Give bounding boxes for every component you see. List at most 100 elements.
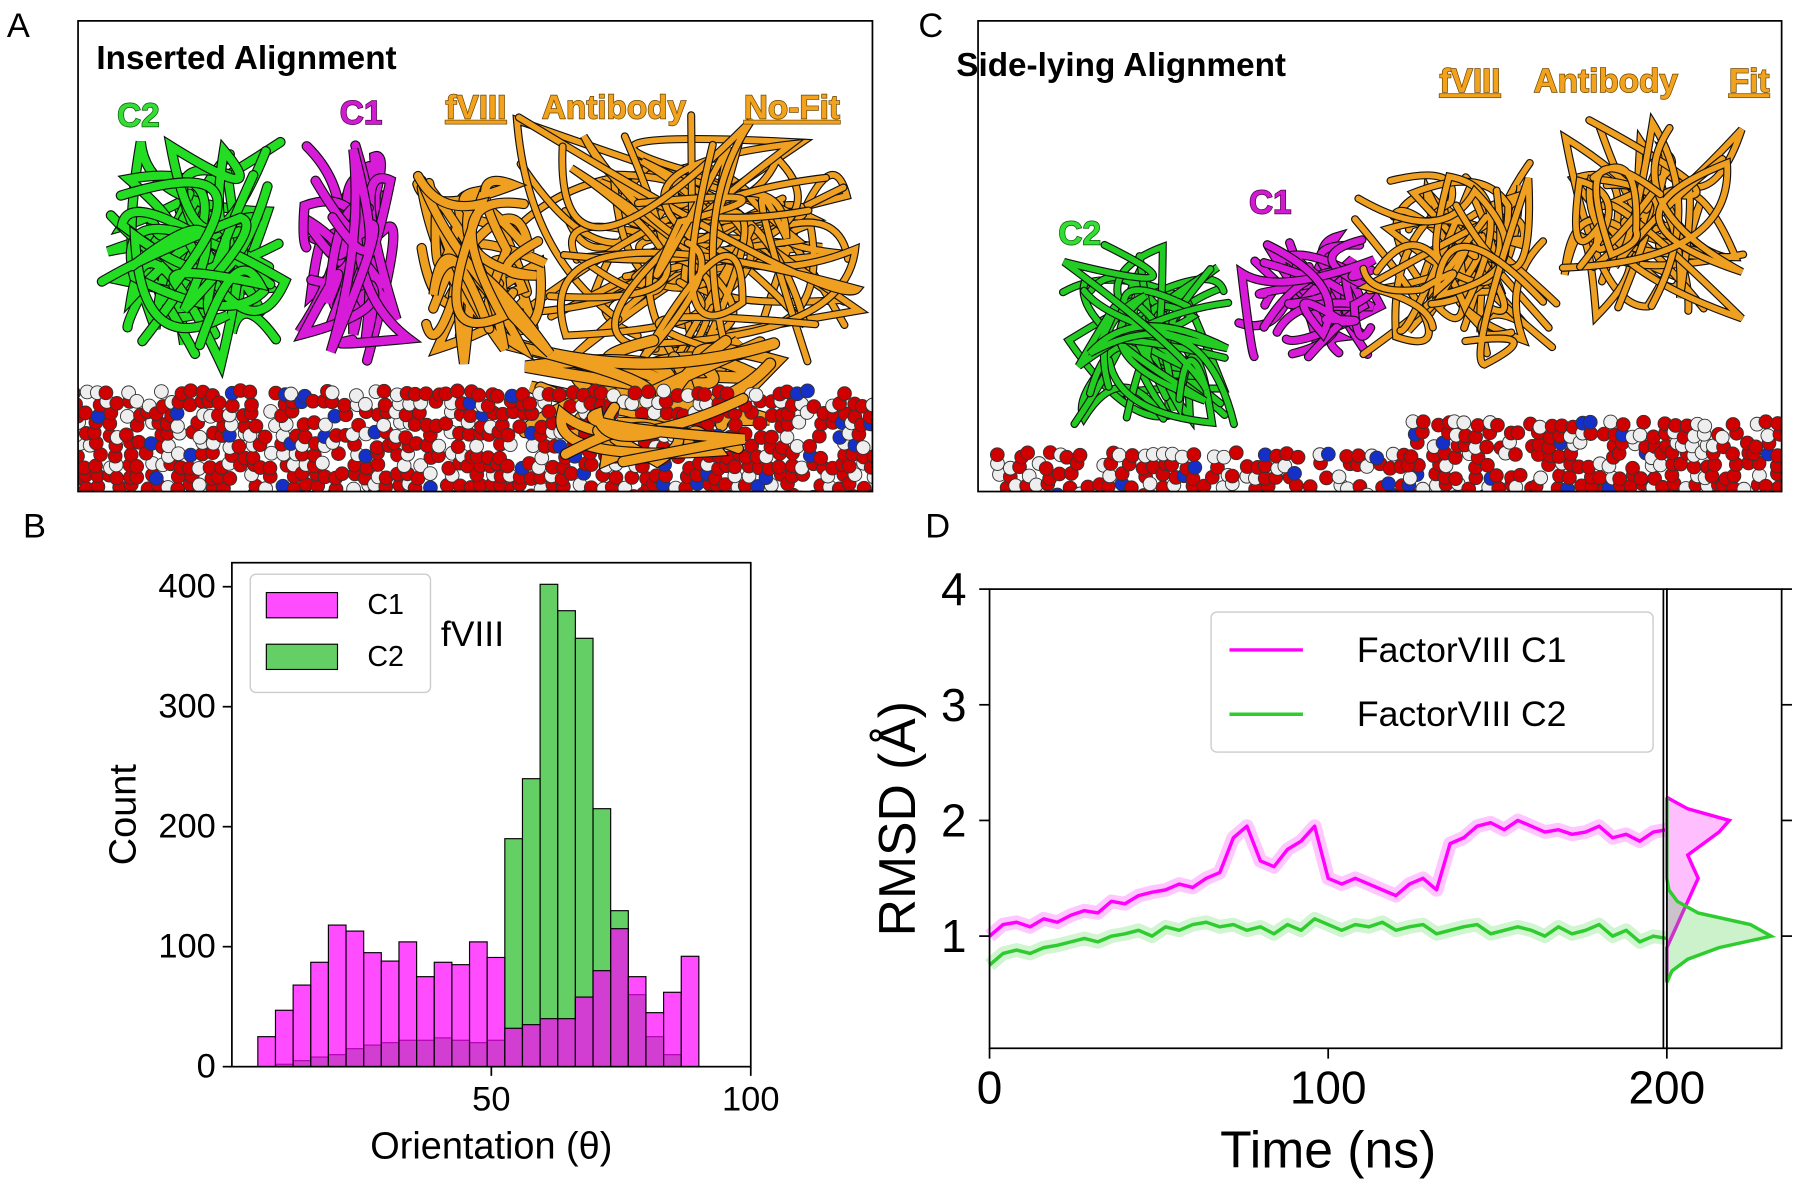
atom	[406, 491, 410, 492]
atom	[1530, 492, 1544, 506]
atom	[1036, 490, 1045, 492]
atom	[1320, 446, 1336, 462]
legend-label: FactorVIII C1	[1357, 630, 1567, 670]
atom	[1050, 487, 1064, 492]
antibody-label: Antibody	[542, 89, 687, 126]
atom	[1480, 457, 1495, 473]
atom	[1697, 418, 1713, 434]
atom	[813, 450, 829, 466]
atom	[1646, 429, 1661, 445]
atom	[224, 398, 240, 414]
atom	[315, 491, 319, 492]
atom	[1771, 480, 1782, 492]
atom	[1512, 467, 1528, 483]
hist-bar	[468, 941, 488, 1068]
atom	[1352, 479, 1368, 492]
atom	[129, 491, 133, 492]
atom	[697, 387, 712, 402]
atom	[1187, 460, 1203, 475]
atom	[563, 466, 579, 481]
hist-bar	[345, 930, 365, 1068]
atom	[576, 490, 585, 492]
atom	[349, 388, 364, 403]
ribbon	[1263, 241, 1359, 341]
hist-bar	[539, 1018, 559, 1068]
atom	[855, 440, 871, 455]
panel-label: B	[23, 507, 46, 545]
atom	[1319, 470, 1334, 486]
atom	[1726, 491, 1732, 492]
atom	[1582, 414, 1598, 430]
plot-frame	[231, 561, 752, 1068]
atom	[242, 384, 258, 400]
ribbon	[414, 172, 528, 328]
atom	[806, 399, 822, 414]
atom	[1186, 447, 1202, 462]
atom	[118, 427, 134, 443]
atom	[423, 480, 438, 492]
atom	[1510, 425, 1526, 441]
atom	[771, 492, 785, 506]
atom	[593, 385, 609, 401]
atom	[324, 385, 340, 401]
atom	[1072, 447, 1088, 463]
atom	[800, 383, 815, 399]
atom	[748, 387, 764, 403]
antibody-label: fVIII	[445, 89, 506, 126]
hist-bar	[363, 952, 382, 1068]
ribbon	[1062, 242, 1210, 402]
atom	[170, 481, 186, 492]
y-tick-label: 300	[158, 688, 215, 726]
atom	[500, 458, 515, 474]
antibody-label: fVIII	[1440, 63, 1501, 100]
atom	[170, 418, 185, 434]
atom	[1378, 490, 1386, 492]
hist-bar	[663, 991, 682, 1068]
y-tick-label: 400	[158, 568, 215, 606]
atom	[410, 493, 424, 507]
atom	[1533, 470, 1548, 486]
domain-label: C1	[340, 95, 383, 132]
atom	[727, 459, 743, 475]
atom	[1082, 492, 1096, 506]
hist-bar	[521, 778, 541, 1068]
atom	[191, 477, 207, 492]
atom	[78, 448, 85, 464]
atom	[866, 449, 873, 464]
ribbon	[326, 148, 379, 354]
hist-bar	[310, 961, 329, 1068]
atom	[989, 447, 1005, 463]
atom	[231, 439, 247, 454]
atom	[1461, 481, 1477, 492]
hist-bar	[433, 961, 453, 1068]
atom	[376, 417, 391, 433]
atom	[808, 489, 819, 492]
hist-bar	[521, 1024, 541, 1068]
atom	[1562, 470, 1577, 486]
panel-title: Inserted Alignment	[96, 40, 396, 77]
atom	[1612, 471, 1627, 487]
atom	[1632, 427, 1648, 443]
hist-bar	[680, 955, 700, 1068]
atom	[369, 440, 385, 455]
atom	[1412, 490, 1421, 492]
atom	[363, 489, 373, 492]
atom	[862, 409, 873, 425]
atom	[431, 438, 447, 454]
line	[988, 818, 1668, 938]
atom	[1282, 491, 1288, 492]
atom	[432, 492, 446, 506]
x-axis-label: Orientation (θ)	[370, 1126, 612, 1168]
atom	[1020, 445, 1035, 461]
atom	[1290, 449, 1306, 465]
atom	[438, 416, 454, 431]
ribbon	[116, 178, 268, 350]
hist-bar	[292, 984, 312, 1068]
atom	[1209, 491, 1213, 492]
atom	[346, 481, 361, 492]
atom	[493, 492, 507, 506]
ribbon	[1559, 125, 1744, 275]
atom	[860, 490, 867, 492]
panel-frame	[977, 20, 1783, 493]
atom	[211, 395, 227, 411]
